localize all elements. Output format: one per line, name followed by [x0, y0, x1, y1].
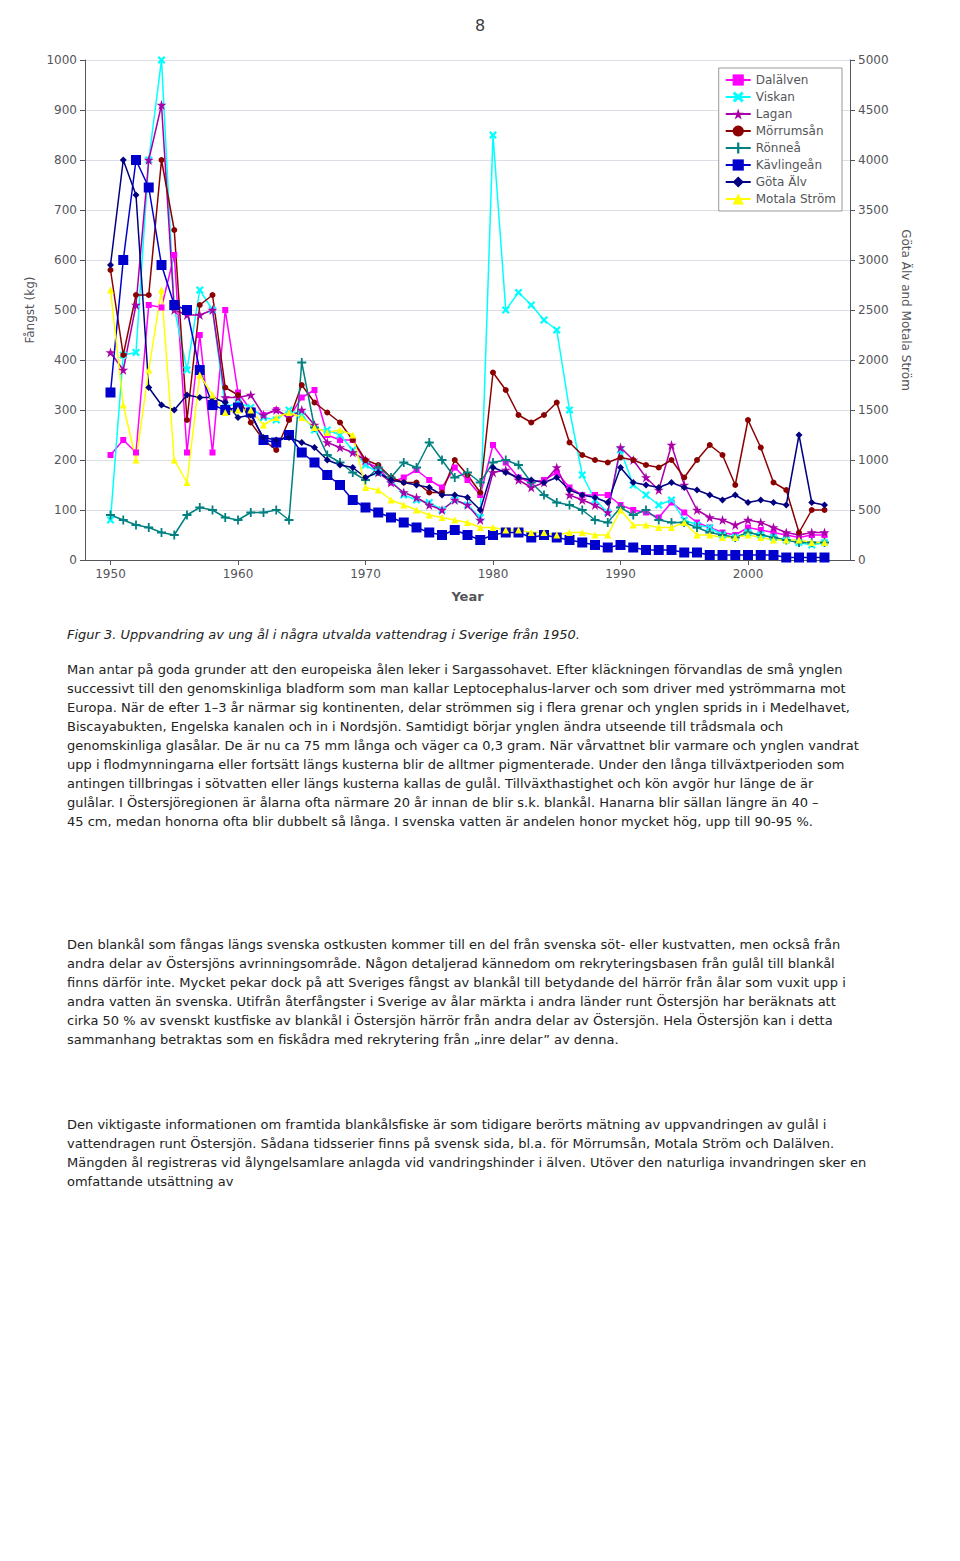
svg-text:200: 200	[54, 453, 77, 467]
svg-text:4500: 4500	[858, 103, 889, 117]
svg-text:1950: 1950	[95, 567, 126, 581]
svg-text:1990: 1990	[605, 567, 636, 581]
svg-text:genomskinliga glasålar. De är: genomskinliga glasålar. De är nu ca 75 m…	[67, 738, 863, 753]
svg-text:800: 800	[54, 153, 77, 167]
svg-text:600: 600	[54, 253, 77, 267]
svg-text:Year: Year	[450, 589, 484, 604]
svg-text:vattendragen runt Östersjön. S: vattendragen runt Östersjön. Sådana tids…	[67, 1135, 838, 1151]
svg-text:3000: 3000	[858, 253, 889, 267]
svg-text:Dalälven: Dalälven	[756, 73, 809, 87]
svg-text:finns därför inte. Mycket peka: finns därför inte. Mycket pekar dock på …	[67, 975, 850, 990]
svg-text:5000: 5000	[858, 53, 889, 67]
svg-text:Rönneå: Rönneå	[756, 141, 801, 155]
svg-text:Viskan: Viskan	[756, 90, 795, 104]
svg-text:1960: 1960	[223, 567, 254, 581]
svg-text:0: 0	[858, 553, 866, 567]
svg-text:Fångst (kg): Fångst (kg)	[23, 276, 37, 343]
svg-text:sammanhang betraktas som en fi: sammanhang betraktas som en fiskådra med…	[67, 1032, 619, 1047]
svg-text:4000: 4000	[858, 153, 889, 167]
svg-text:1970: 1970	[350, 567, 381, 581]
svg-text:Man antar på goda grunder att: Man antar på goda grunder att den europe…	[67, 662, 847, 677]
svg-text:Den viktigaste informationen o: Den viktigaste informationen om framtida…	[67, 1117, 830, 1132]
svg-text:900: 900	[54, 103, 77, 117]
svg-text:500: 500	[858, 503, 881, 517]
svg-text:Figur 3. Uppvandring av ung ål: Figur 3. Uppvandring av ung ål i några u…	[67, 627, 580, 642]
svg-text:Mängden ål registreras vid åly: Mängden ål registreras vid ålyngelsamlar…	[67, 1155, 870, 1170]
svg-text:Göta Älv: Göta Älv	[756, 174, 807, 189]
svg-text:500: 500	[54, 303, 77, 317]
svg-text:upp i flodmynningarna eller fo: upp i flodmynningarna eller fortsätt län…	[67, 757, 848, 772]
svg-text:1000: 1000	[46, 53, 77, 67]
svg-text:400: 400	[54, 353, 77, 367]
svg-text:gulålar. I Östersjöregionen är: gulålar. I Östersjöregionen är ålarna of…	[67, 794, 823, 810]
svg-text:Kävlingeån: Kävlingeån	[756, 158, 822, 172]
svg-text:2000: 2000	[858, 353, 889, 367]
svg-text:Den blankål som fångas längs s: Den blankål som fångas längs svenska ost…	[67, 937, 844, 952]
svg-text:Lagan: Lagan	[756, 107, 793, 121]
svg-text:andra delar av Östersjöns avri: andra delar av Östersjöns avrinningsområ…	[67, 955, 839, 971]
svg-text:8: 8	[475, 16, 485, 35]
svg-text:1500: 1500	[858, 403, 889, 417]
svg-text:1000: 1000	[858, 453, 889, 467]
svg-text:antingen tillbringas i sötvatt: antingen tillbringas i sötvatten eller l…	[67, 776, 818, 791]
svg-text:2500: 2500	[858, 303, 889, 317]
svg-text:45 cm, medan honorna ofta blir: 45 cm, medan honorna ofta blir dubbelt s…	[67, 814, 813, 829]
svg-text:100: 100	[54, 503, 77, 517]
svg-text:1980: 1980	[478, 567, 509, 581]
svg-text:omfattande utsättning av: omfattande utsättning av	[67, 1174, 234, 1189]
svg-text:700: 700	[54, 203, 77, 217]
svg-text:0: 0	[69, 553, 77, 567]
svg-text:Mörrumsån: Mörrumsån	[756, 124, 824, 138]
svg-text:andra vatten än svenska. Utifr: andra vatten än svenska. Utifrån återfån…	[67, 993, 840, 1009]
svg-text:Göta Älv and Motala Ström: Göta Älv and Motala Ström	[899, 229, 914, 391]
svg-text:successivt till den genomskinl: successivt till den genomskinliga bladfo…	[67, 681, 850, 696]
svg-text:3500: 3500	[858, 203, 889, 217]
svg-text:Europa. När de efter 1–3 år nä: Europa. När de efter 1–3 år närmar sig k…	[67, 700, 854, 715]
svg-text:300: 300	[54, 403, 77, 417]
svg-text:2000: 2000	[733, 567, 764, 581]
svg-text:Motala Ström: Motala Ström	[756, 192, 836, 206]
svg-text:Biscayabukten, Engelska kanale: Biscayabukten, Engelska kanalen och in i…	[67, 719, 787, 734]
svg-text:cirka 50 % av svenskt kustfisk: cirka 50 % av svenskt kustfiske av blank…	[67, 1012, 837, 1028]
